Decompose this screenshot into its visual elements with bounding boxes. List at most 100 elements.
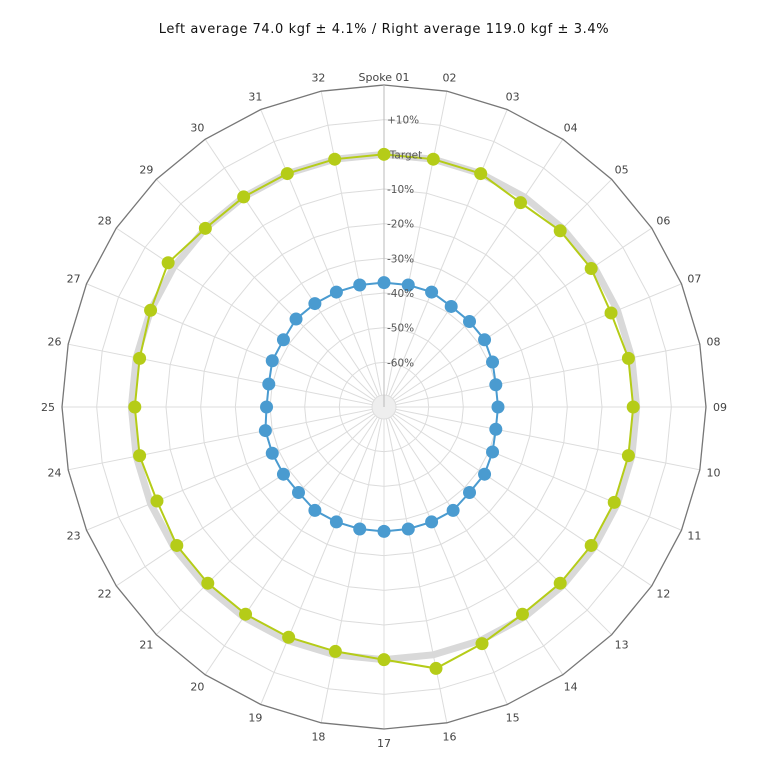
right-series-point <box>170 538 184 552</box>
left-series-point <box>276 333 290 347</box>
left-series-point <box>425 285 439 299</box>
spoke-line <box>86 283 385 408</box>
left-series-point <box>425 515 439 529</box>
spoke-label: 26 <box>47 335 61 348</box>
spoke-label: 13 <box>615 639 629 652</box>
spoke-label: 15 <box>506 711 520 724</box>
left-series-point <box>463 486 477 500</box>
chart-title: Left average 74.0 kgf ± 4.1% / Right ave… <box>158 22 610 37</box>
right-series-point <box>198 221 212 235</box>
spoke-label: Spoke 01 <box>359 71 410 84</box>
right-series-point <box>584 538 598 552</box>
right-series-point <box>553 576 567 590</box>
left-series-point <box>308 297 322 311</box>
spoke-line <box>383 343 700 408</box>
ring-label: -30% <box>387 253 414 265</box>
spoke-line <box>68 406 385 471</box>
left-series-point <box>329 285 343 299</box>
spoke-label: 19 <box>248 711 262 724</box>
outer-frame <box>61 84 707 730</box>
right-series-point <box>328 644 342 658</box>
spoke-line <box>383 406 682 531</box>
spoke-label: 31 <box>248 91 262 104</box>
spoke-line <box>320 91 385 408</box>
right-series-point <box>475 637 489 651</box>
spoke-line <box>383 91 448 408</box>
spoke-label: 06 <box>656 214 670 227</box>
right-series-point <box>621 351 635 365</box>
spoke-line <box>320 406 385 723</box>
ring-label: -60% <box>387 357 414 369</box>
spoke-label: 23 <box>67 530 81 543</box>
left-series-point <box>260 400 274 414</box>
right-series-point <box>150 494 164 508</box>
spoke-label: 05 <box>615 163 629 176</box>
spoke-line <box>260 109 385 408</box>
spoke-label: 07 <box>687 272 701 285</box>
left-series-point <box>353 522 367 536</box>
right-series-point <box>429 661 443 675</box>
left-series-point <box>289 312 303 326</box>
spoke-label: 24 <box>47 467 61 480</box>
spoke-line <box>204 406 385 676</box>
right-series-point <box>626 400 640 414</box>
right-series-point <box>553 224 567 238</box>
left-series-point <box>265 354 279 368</box>
spoke-label: 04 <box>564 122 578 135</box>
right-series-point <box>128 400 142 414</box>
spoke-line <box>115 227 385 408</box>
left-series-point <box>401 522 415 536</box>
ring-label: -50% <box>387 323 414 335</box>
left-series-point <box>276 467 290 481</box>
spoke-label: 32 <box>311 71 325 84</box>
left-series-point <box>463 314 477 328</box>
radar-grid <box>61 84 707 730</box>
spoke-line <box>383 109 508 408</box>
right-series-point <box>280 167 294 181</box>
right-series-point <box>474 167 488 181</box>
left-series-point <box>258 424 272 438</box>
right-series-point <box>282 630 296 644</box>
spoke-label: 14 <box>564 680 578 693</box>
spoke-line <box>383 138 564 408</box>
spoke-line <box>155 178 385 408</box>
spoke-line <box>383 406 508 705</box>
left-series-point <box>446 503 460 517</box>
left-series-point <box>489 422 503 436</box>
spoke-label: 03 <box>506 91 520 104</box>
spoke-label: 20 <box>190 680 204 693</box>
spoke-line <box>383 283 682 408</box>
spoke-label: 02 <box>443 71 457 84</box>
left-series-point <box>489 378 503 392</box>
ring-label: +10% <box>387 115 419 127</box>
spoke-label: 08 <box>707 335 721 348</box>
spoke-line <box>204 138 385 408</box>
spoke-label: 10 <box>707 467 721 480</box>
spoke-line <box>383 406 700 471</box>
left-series-point <box>478 467 492 481</box>
spoke-label: 22 <box>98 588 112 601</box>
left-series-point <box>265 446 279 460</box>
label-layer: +10% Target -10% -20% -30% -40% -50% -60% Spoke … <box>41 71 727 750</box>
spoke-label: 12 <box>656 588 670 601</box>
spoke-label: 27 <box>67 272 81 285</box>
right-series-point <box>584 262 598 276</box>
spoke-label: 25 <box>41 401 55 414</box>
right-series-point <box>328 152 342 166</box>
spoke-label: 29 <box>139 163 153 176</box>
left-series-point <box>486 445 500 459</box>
ring-label: -40% <box>387 288 414 300</box>
spoke-line <box>115 406 385 587</box>
right-series-point <box>161 256 175 270</box>
spoke-label: 21 <box>139 639 153 652</box>
left-series-point <box>377 276 391 290</box>
right-series-point <box>607 495 621 509</box>
left-series-point <box>329 515 343 529</box>
right-series-point <box>604 306 618 320</box>
spoke-line <box>383 406 564 676</box>
right-series-point <box>377 653 391 667</box>
spoke-line <box>155 406 385 636</box>
left-series-point <box>486 355 500 369</box>
right-series-point <box>239 607 253 621</box>
